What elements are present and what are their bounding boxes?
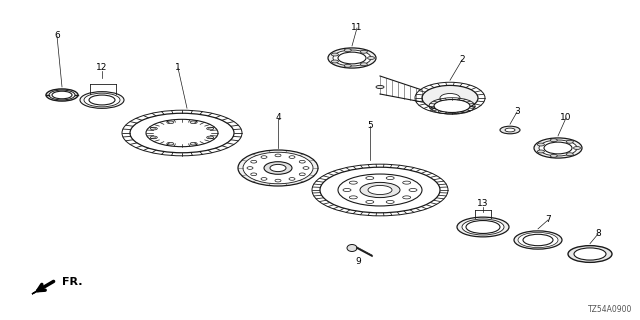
Text: FR.: FR. — [62, 277, 83, 287]
Ellipse shape — [261, 156, 267, 158]
Ellipse shape — [366, 200, 374, 204]
Ellipse shape — [84, 93, 120, 107]
Ellipse shape — [343, 188, 351, 191]
Ellipse shape — [150, 127, 157, 130]
Ellipse shape — [366, 177, 374, 180]
Ellipse shape — [49, 90, 75, 100]
Ellipse shape — [344, 64, 351, 67]
Ellipse shape — [360, 182, 400, 197]
Ellipse shape — [344, 49, 351, 52]
Ellipse shape — [505, 128, 515, 132]
Ellipse shape — [550, 139, 557, 142]
Ellipse shape — [80, 92, 124, 108]
Ellipse shape — [403, 181, 411, 184]
Ellipse shape — [360, 50, 367, 53]
Ellipse shape — [251, 160, 257, 163]
Ellipse shape — [167, 142, 174, 145]
Ellipse shape — [270, 164, 286, 172]
Ellipse shape — [275, 154, 281, 157]
Ellipse shape — [360, 63, 367, 66]
Text: 11: 11 — [351, 23, 363, 33]
Ellipse shape — [303, 167, 309, 169]
Ellipse shape — [466, 220, 500, 234]
Polygon shape — [32, 286, 44, 294]
Ellipse shape — [386, 177, 394, 180]
Ellipse shape — [514, 231, 562, 249]
Ellipse shape — [539, 140, 577, 156]
Ellipse shape — [462, 219, 504, 235]
Text: 1: 1 — [175, 63, 181, 73]
Ellipse shape — [500, 126, 520, 134]
Ellipse shape — [422, 85, 478, 111]
Ellipse shape — [320, 167, 440, 213]
Ellipse shape — [289, 178, 295, 180]
Ellipse shape — [207, 127, 214, 130]
Text: 7: 7 — [545, 215, 551, 225]
Ellipse shape — [264, 162, 292, 174]
Ellipse shape — [534, 138, 582, 158]
Ellipse shape — [243, 152, 313, 184]
Ellipse shape — [207, 136, 214, 139]
Text: 4: 4 — [275, 114, 281, 123]
Ellipse shape — [328, 48, 376, 68]
Ellipse shape — [574, 248, 606, 260]
Ellipse shape — [251, 173, 257, 176]
Ellipse shape — [386, 200, 394, 204]
Ellipse shape — [333, 50, 371, 66]
Ellipse shape — [300, 173, 305, 176]
Ellipse shape — [332, 53, 339, 56]
Ellipse shape — [332, 60, 339, 63]
Ellipse shape — [247, 167, 253, 169]
Ellipse shape — [409, 188, 417, 191]
Ellipse shape — [440, 93, 460, 102]
Text: 8: 8 — [595, 229, 601, 238]
Ellipse shape — [368, 185, 392, 195]
Ellipse shape — [518, 232, 558, 248]
Text: 2: 2 — [459, 55, 465, 65]
Ellipse shape — [52, 91, 72, 99]
Ellipse shape — [190, 142, 197, 145]
Text: 13: 13 — [477, 199, 489, 209]
Ellipse shape — [338, 174, 422, 206]
Ellipse shape — [238, 150, 318, 186]
Ellipse shape — [146, 119, 218, 147]
Ellipse shape — [261, 178, 267, 180]
Ellipse shape — [544, 142, 572, 154]
Ellipse shape — [190, 121, 197, 124]
Text: 10: 10 — [560, 114, 572, 123]
Ellipse shape — [457, 217, 509, 237]
Ellipse shape — [150, 136, 157, 139]
Ellipse shape — [349, 196, 357, 199]
Ellipse shape — [89, 95, 115, 105]
Ellipse shape — [300, 160, 305, 163]
Ellipse shape — [434, 100, 470, 112]
Ellipse shape — [275, 179, 281, 182]
Text: 5: 5 — [367, 122, 373, 131]
Ellipse shape — [167, 121, 174, 124]
Text: 9: 9 — [355, 258, 361, 267]
Text: 12: 12 — [96, 63, 108, 73]
Ellipse shape — [130, 113, 234, 153]
Ellipse shape — [347, 244, 357, 252]
Ellipse shape — [568, 246, 612, 262]
Text: TZ54A0900: TZ54A0900 — [588, 305, 632, 314]
Ellipse shape — [550, 154, 557, 157]
Ellipse shape — [349, 181, 357, 184]
Ellipse shape — [338, 52, 366, 64]
Text: 6: 6 — [54, 31, 60, 41]
Ellipse shape — [566, 153, 573, 156]
Ellipse shape — [289, 156, 295, 158]
Ellipse shape — [538, 150, 545, 153]
Ellipse shape — [573, 147, 580, 149]
Ellipse shape — [403, 196, 411, 199]
Ellipse shape — [523, 234, 553, 246]
Ellipse shape — [566, 140, 573, 143]
Ellipse shape — [376, 85, 384, 89]
Ellipse shape — [538, 143, 545, 146]
Ellipse shape — [367, 57, 374, 60]
Text: 3: 3 — [514, 108, 520, 116]
Ellipse shape — [46, 89, 78, 101]
